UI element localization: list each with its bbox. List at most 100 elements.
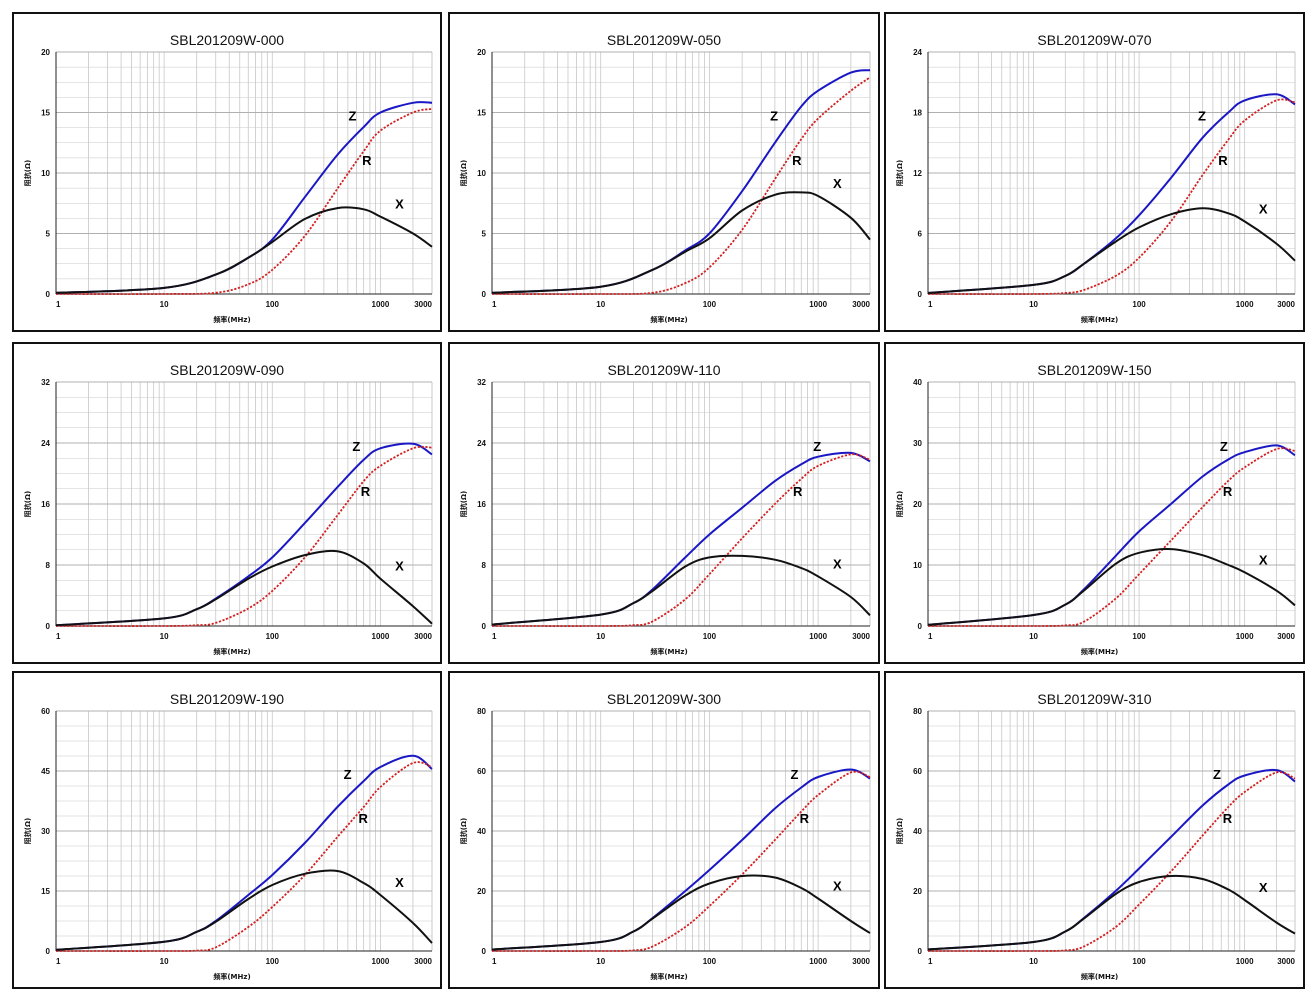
x-tick-label: 1 [492,632,497,641]
y-tick-label: 0 [46,290,51,299]
y-tick-label: 40 [913,378,922,387]
x-tick-label: 1 [56,632,61,641]
series-label-x: X [1259,201,1268,216]
series-label-x: X [395,559,404,574]
chart-panel: SBL201209W-070 0 6 12 18 24 1 10 100 1000 3000 频率(M… [884,12,1305,332]
y-tick-label: 0 [46,947,51,956]
series-line-r [55,761,433,952]
x-tick-label: 10 [1029,632,1038,641]
x-tick-label: 3000 [852,632,870,641]
y-tick-label: 80 [913,707,922,716]
y-axis-title: 阻抗(Ω) [895,818,904,844]
x-tick-label: 10 [160,300,169,309]
x-tick-label: 100 [266,632,280,641]
x-tick-label: 1000 [1236,300,1254,309]
x-tick-label: 10 [1029,300,1038,309]
series-label-x: X [833,879,842,894]
series-line-x [55,549,433,627]
chart-panel: SBL201209W-190 0 15 30 45 60 1 10 100 1000 3000 频率(… [12,671,442,989]
series-label-r: R [362,153,372,168]
series-line-x [491,554,871,626]
y-tick-label: 0 [46,622,51,631]
x-tick-label: 100 [703,632,717,641]
chart-panel: SBL201209W-000 0 5 10 15 20 1 10 100 1000 3000 频率(M… [12,12,442,332]
y-tick-label: 15 [41,109,50,118]
y-tick-label: 0 [918,290,923,299]
series-label-x: X [395,197,404,212]
x-tick-label: 100 [266,957,280,966]
y-tick-label: 32 [41,378,50,387]
y-tick-label: 0 [482,622,487,631]
series-label-x: X [833,176,842,191]
series-line-r [55,108,433,295]
y-tick-label: 8 [482,561,487,570]
chart-title: SBL201209W-070 [1037,32,1152,48]
x-tick-label: 1000 [372,957,390,966]
series-label-r: R [800,811,810,826]
series-label-z: Z [1198,109,1206,124]
chart-title: SBL201209W-050 [606,32,722,48]
x-tick-label: 1000 [1236,632,1254,641]
y-axis-title: 阻抗(Ω) [23,160,32,186]
horizontal-gridlines [928,381,1295,627]
y-tick-label: 60 [477,767,486,776]
x-tick-label: 100 [266,300,280,309]
x-tick-label: 3000 [1277,632,1295,641]
chart-svg: 0 10 20 30 40 1 10 100 1000 3000 频率(MHz) 阻抗(Ω) Z R X [895,378,1296,656]
series-line-r [491,76,871,295]
x-axis-title: 频率(MHz) [650,972,687,981]
chart-panel: SBL201209W-090 0 8 16 24 32 1 10 100 1000 3000 频率(M… [12,342,442,664]
chart-svg: 0 20 40 60 80 1 10 100 1000 3000 频率(MHz) 阻抗(Ω) Z R X [895,707,1296,981]
series-line-r [927,771,1296,952]
y-axis-title: 阻抗(Ω) [459,160,468,186]
x-axis-title: 频率(MHz) [213,972,250,981]
series-label-r: R [358,811,368,826]
chart-panel: SBL201209W-300 0 20 40 60 80 1 10 100 1000 3000 频率(… [448,671,880,989]
x-tick-label: 3000 [414,300,432,309]
series-label-x: X [395,875,404,890]
x-tick-label: 100 [1132,300,1146,309]
y-tick-label: 8 [46,561,51,570]
series-label-r: R [792,153,802,168]
x-axis-title: 频率(MHz) [1081,972,1118,981]
x-tick-label: 100 [1132,632,1146,641]
series-line-x [55,206,433,294]
chart-panel: SBL201209W-110 0 8 16 24 32 1 10 100 1000 3000 频率(M… [448,342,880,664]
chart-panel: SBL201209W-150 0 10 20 30 40 1 10 100 1000 3000 频率(… [884,342,1305,664]
series-label-z: Z [352,439,360,454]
series-line-x [491,874,871,951]
y-tick-label: 0 [918,622,923,631]
y-tick-label: 24 [913,48,922,57]
x-tick-label: 1 [928,632,933,641]
x-tick-label: 3000 [852,957,870,966]
chart-title: SBL201209W-190 [169,691,285,707]
x-axis-title: 频率(MHz) [1081,315,1118,324]
y-tick-label: 10 [913,561,922,570]
y-axis-title: 阻抗(Ω) [459,818,468,844]
chart-svg: 0 15 30 45 60 1 10 100 1000 3000 频率(MHz) 阻抗(Ω) Z R X [23,707,433,981]
series-label-x: X [1259,880,1268,895]
series-label-z: Z [344,767,352,782]
series-line-x [491,191,871,294]
chart-title: SBL201209W-300 [606,691,722,707]
y-tick-label: 60 [913,767,922,776]
series-line-x [55,869,433,951]
chart-svg: 0 5 10 15 20 1 10 100 1000 3000 频率(MHz) 阻抗(Ω) Z R X [23,48,433,324]
y-tick-label: 0 [482,947,487,956]
y-tick-label: 20 [913,500,922,509]
x-axis-title: 频率(MHz) [213,315,250,324]
x-tick-label: 3000 [414,957,432,966]
series-label-z: Z [813,439,821,454]
chart-svg: 0 5 10 15 20 1 10 100 1000 3000 频率(MHz) 阻抗(Ω) Z R X [459,48,871,324]
y-tick-label: 10 [41,169,50,178]
series-label-r: R [361,484,371,499]
series-label-z: Z [770,109,778,124]
x-tick-label: 3000 [1277,957,1295,966]
y-tick-label: 45 [41,767,50,776]
y-tick-label: 5 [482,230,487,239]
x-tick-label: 3000 [1277,300,1295,309]
x-tick-label: 10 [160,632,169,641]
y-tick-label: 40 [913,827,922,836]
chart-panel: SBL201209W-050 0 5 10 15 20 1 10 100 1000 3000 频率(M… [448,12,880,332]
